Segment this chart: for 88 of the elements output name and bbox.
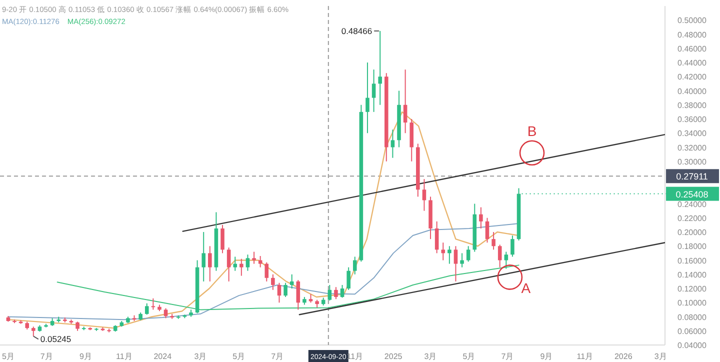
candlestick <box>164 308 168 319</box>
y-tick-label: 0.06000 <box>678 326 708 336</box>
candlestick <box>246 254 250 272</box>
y-tick-label: 0.08000 <box>678 312 708 322</box>
candlestick <box>466 246 470 262</box>
x-tick-label: 9月 <box>80 352 92 361</box>
candlestick <box>378 30 382 106</box>
x-tick-label: 7月 <box>271 352 284 361</box>
candlestick <box>290 274 294 289</box>
candlestick <box>202 232 206 282</box>
x-tick-label: 11月 <box>116 352 132 361</box>
candlestick <box>422 178 426 212</box>
x-tick-label: 3月 <box>654 352 667 361</box>
candlestick <box>403 69 408 134</box>
candlestick <box>76 321 80 332</box>
y-tick-label: 0.34000 <box>678 129 708 138</box>
annotation: 0.25408 <box>676 189 708 200</box>
ref-line-label: 0.27911 <box>676 172 708 182</box>
y-tick-label: 0.22000 <box>678 214 708 223</box>
y-tick-label: 0.12000 <box>678 284 708 294</box>
candlestick <box>485 217 490 244</box>
x-tick-label: 7月 <box>40 352 53 361</box>
candlestick <box>492 232 496 250</box>
x-tick-label: 11月 <box>576 352 594 361</box>
candlestick <box>441 242 446 261</box>
candlestick <box>264 262 269 282</box>
candlestick <box>504 251 508 270</box>
y-tick-label: 0.18000 <box>678 242 708 252</box>
x-tick-label: 7月 <box>501 352 514 361</box>
x-tick-label: 3月 <box>424 352 437 361</box>
x-tick-label: 5月 <box>232 352 246 361</box>
candlestick <box>498 244 502 268</box>
candlestick <box>252 251 256 264</box>
candlestick <box>296 280 300 310</box>
x-tick-label: 5月 <box>462 352 476 361</box>
candlestick <box>434 220 439 254</box>
candlestick <box>479 206 483 229</box>
candlestick <box>151 298 156 310</box>
candlestick <box>32 326 36 337</box>
y-tick-label: 0.46000 <box>678 44 708 54</box>
candlestick <box>352 256 357 275</box>
candlestick <box>220 224 224 254</box>
y-tick-label: 0.14000 <box>678 270 708 280</box>
candlestick <box>271 274 275 290</box>
x-tick-label: 5月 <box>2 352 14 361</box>
y-tick-label: 0.50000 <box>678 16 708 26</box>
candlestick <box>340 284 344 298</box>
candlestick <box>233 256 238 272</box>
y-tick-label: 0.44000 <box>678 58 708 68</box>
candlestick <box>372 69 376 112</box>
annotation: B <box>527 122 537 139</box>
candlestick <box>460 252 464 268</box>
y-tick-label: 0.38000 <box>678 100 708 110</box>
line-series <box>8 223 520 320</box>
candlestick <box>328 284 332 302</box>
annotation: 0.48466 <box>341 26 372 36</box>
candlestick <box>390 129 395 158</box>
candlestick <box>510 235 514 258</box>
candlestick <box>240 258 244 276</box>
candlestick <box>284 282 288 298</box>
y-tick-label: 0.24000 <box>678 200 708 209</box>
candlestick <box>346 266 350 290</box>
x-tick-label: 9月 <box>540 352 553 361</box>
candlestick <box>454 246 458 282</box>
y-tick-label: 0.36000 <box>678 115 708 124</box>
candlestick <box>258 256 262 268</box>
candlestick <box>366 62 370 134</box>
candlestick <box>144 302 149 316</box>
y-tick-label: 0.40000 <box>678 86 708 96</box>
y-tick-label: 0.42000 <box>678 72 708 82</box>
annotation: 0.05245 <box>40 334 72 344</box>
x-tick-label: 2024 <box>154 352 172 361</box>
x-tick-label: 2025 <box>384 352 403 361</box>
x-tick-label: 3月 <box>194 352 207 361</box>
candlestick <box>226 247 231 282</box>
y-tick-label: 0.48000 <box>678 30 708 40</box>
y-tick-label: 0.30000 <box>678 157 708 166</box>
y-tick-label: 0.20000 <box>678 228 708 237</box>
x-tick-label: 2026 <box>614 352 633 361</box>
y-tick-label: 0.10000 <box>678 298 708 308</box>
y-tick-label: 0.16000 <box>678 256 708 266</box>
y-tick-label: 0.04000 <box>678 341 708 350</box>
annotation: A <box>521 280 532 296</box>
y-tick-label: 0.32000 <box>678 143 708 152</box>
candlestick <box>334 286 338 300</box>
candlestick <box>208 246 212 282</box>
candlestick <box>448 246 452 264</box>
candlestick <box>277 282 282 304</box>
